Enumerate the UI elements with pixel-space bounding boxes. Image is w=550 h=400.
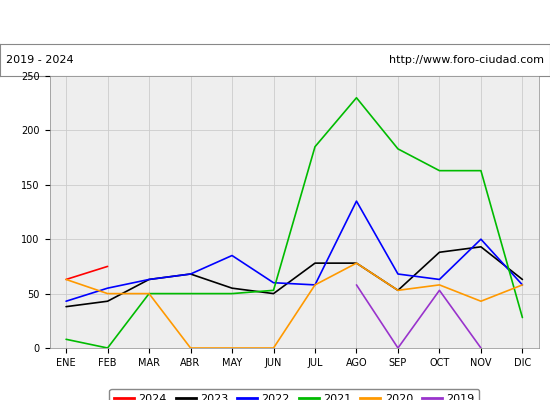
Text: Evolucion Nº Turistas Extranjeros en el municipio de Beniardá: Evolucion Nº Turistas Extranjeros en el …	[49, 14, 501, 30]
Text: 2019 - 2024: 2019 - 2024	[6, 55, 73, 65]
Text: http://www.foro-ciudad.com: http://www.foro-ciudad.com	[389, 55, 544, 65]
Legend: 2024, 2023, 2022, 2021, 2020, 2019: 2024, 2023, 2022, 2021, 2020, 2019	[109, 389, 479, 400]
